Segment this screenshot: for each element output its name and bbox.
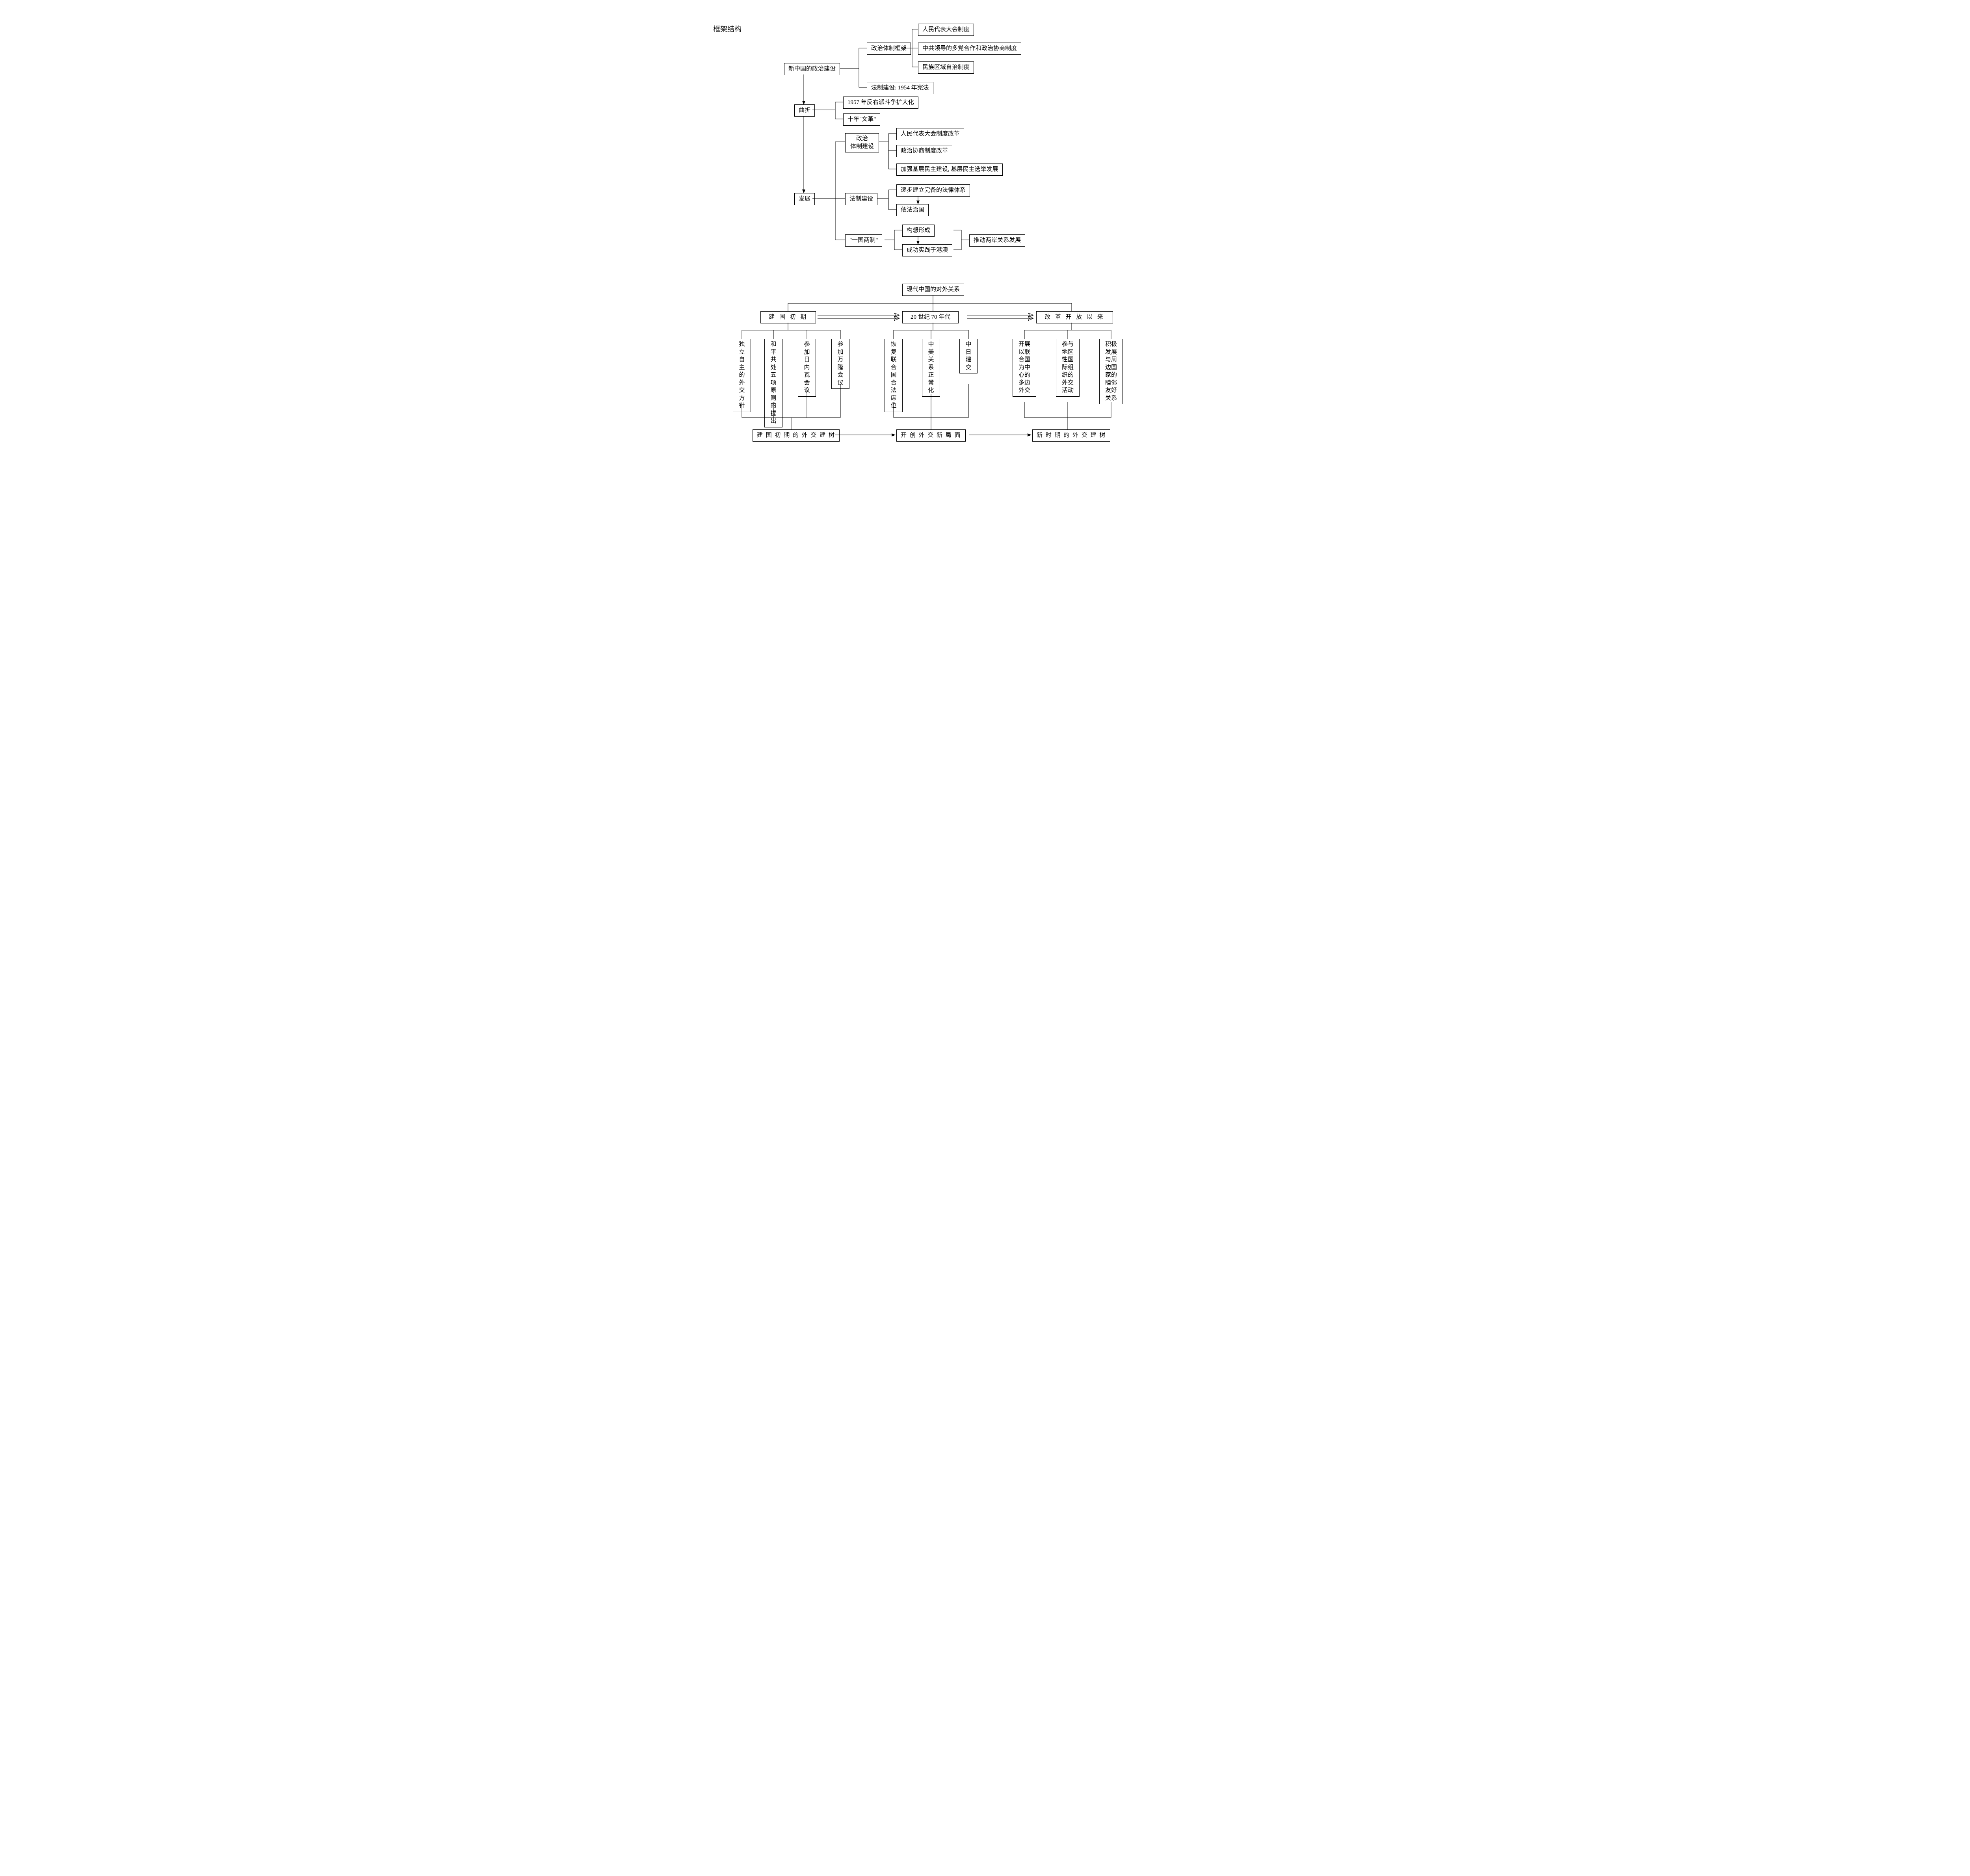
- node-b3b1: 逐步建立完备的法律体系: [896, 184, 970, 197]
- node-b3a1: 人民代表大会制度改革: [896, 128, 964, 140]
- node-b2a: 1957 年反右派斗争扩大化: [843, 97, 918, 109]
- node-root1: 新中国的政治建设: [784, 63, 840, 75]
- node-b3b: 法制建设: [845, 193, 877, 205]
- node-root2: 曲折: [794, 104, 815, 117]
- d2-c8: 开展以联合国为中心的多边外交: [1013, 339, 1036, 397]
- d2-era2: 20 世纪 70 年代: [902, 311, 959, 323]
- d2-c7: 中日建交: [959, 339, 978, 373]
- d2-c10: 积极发展与周边国家的睦邻友好关系: [1099, 339, 1123, 404]
- node-b1a1: 人民代表大会制度: [918, 24, 974, 36]
- d2-s2: 开 创 外 交 新 局 面: [896, 429, 966, 442]
- node-b1b: 法制建设: 1954 年宪法: [867, 82, 933, 94]
- node-b1a: 政治体制框架: [867, 43, 911, 55]
- d2-c4: 参加万隆会议: [831, 339, 849, 389]
- d2-c3: 参加日内瓦会议: [798, 339, 816, 397]
- node-b3c: "一国两制": [845, 234, 882, 247]
- node-b3b2: 依法治国: [896, 204, 929, 216]
- node-b3a: 政治 体制建设: [845, 133, 879, 152]
- d2-s3: 新 时 期 的 外 交 建 树: [1032, 429, 1110, 442]
- d2-root: 现代中国的对外关系: [902, 284, 964, 296]
- node-b3c1: 构想形成: [902, 225, 935, 237]
- node-b1a2: 中共领导的多党合作和政治协商制度: [918, 43, 1021, 55]
- d2-c5: 恢复联合国合法席位: [885, 339, 903, 412]
- node-b3a3: 加强基层民主建设, 基层民主选举发展: [896, 163, 1003, 176]
- d2-s1: 建 国 初 期 的 外 交 建 树: [753, 429, 840, 442]
- node-b3a-text: 政治 体制建设: [850, 136, 874, 150]
- node-b2b: 十年"文革": [843, 113, 880, 126]
- node-b3a2: 政治协商制度改革: [896, 145, 952, 157]
- node-b3c2: 成功实践于港澳: [902, 244, 952, 256]
- d2-c1: 独立自主的外交方针: [733, 339, 751, 412]
- d2-c6: 中美关系正常化: [922, 339, 940, 397]
- node-b1a3: 民族区域自治制度: [918, 61, 974, 74]
- d2-era3: 改 革 开 放 以 来: [1036, 311, 1113, 323]
- node-b3c3: 推动两岸关系发展: [969, 234, 1025, 247]
- d2-c9: 参与地区性国际组织的外交活动: [1056, 339, 1080, 397]
- page-title: 框架结构: [713, 24, 742, 34]
- diagram2-wrap: 现代中国的对外关系 建 国 初 期 20 世纪 70 年代 改 革 开 放 以 …: [709, 284, 1261, 489]
- d2-era1: 建 国 初 期: [760, 311, 816, 323]
- d2-c2: 和平共处五项原则的提出: [764, 339, 782, 427]
- node-root3: 发展: [794, 193, 815, 205]
